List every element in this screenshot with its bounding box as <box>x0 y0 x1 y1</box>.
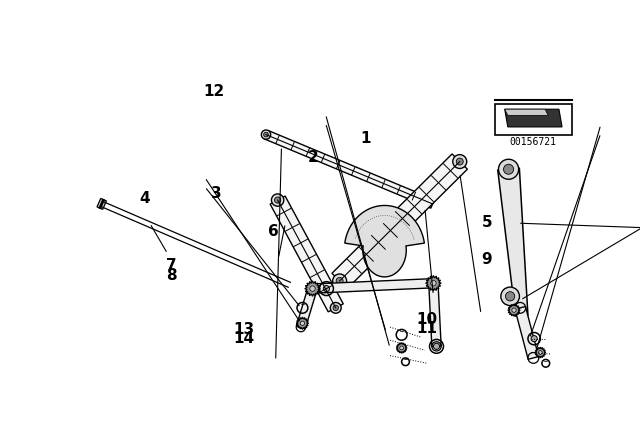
Text: 11: 11 <box>417 320 438 336</box>
Circle shape <box>531 336 537 342</box>
Circle shape <box>310 286 316 291</box>
Circle shape <box>506 292 515 301</box>
Circle shape <box>456 158 463 165</box>
Text: 2: 2 <box>308 150 319 165</box>
Circle shape <box>333 305 339 310</box>
Circle shape <box>264 132 268 137</box>
Text: 3: 3 <box>211 186 221 201</box>
Polygon shape <box>312 279 434 293</box>
Circle shape <box>336 277 343 284</box>
Circle shape <box>512 308 516 312</box>
Text: 7: 7 <box>166 258 177 273</box>
Polygon shape <box>508 304 520 316</box>
Circle shape <box>433 343 440 349</box>
Circle shape <box>538 351 542 354</box>
Circle shape <box>400 346 404 350</box>
Polygon shape <box>498 168 528 316</box>
Polygon shape <box>296 287 317 328</box>
Polygon shape <box>97 198 106 209</box>
Polygon shape <box>296 317 308 329</box>
Circle shape <box>271 194 284 206</box>
Circle shape <box>261 130 271 139</box>
Text: 13: 13 <box>233 322 254 337</box>
Polygon shape <box>345 206 424 277</box>
Polygon shape <box>264 130 435 208</box>
Polygon shape <box>505 109 548 116</box>
Polygon shape <box>332 154 467 289</box>
Polygon shape <box>426 276 441 291</box>
Circle shape <box>333 274 347 288</box>
Polygon shape <box>515 306 539 359</box>
Circle shape <box>275 197 281 203</box>
Circle shape <box>452 155 467 168</box>
Text: 8: 8 <box>166 268 177 283</box>
Circle shape <box>330 302 341 313</box>
Polygon shape <box>270 196 343 312</box>
Circle shape <box>504 164 514 174</box>
Circle shape <box>323 285 330 292</box>
Polygon shape <box>429 283 441 347</box>
Text: 10: 10 <box>417 312 438 327</box>
Polygon shape <box>505 109 562 127</box>
Text: 00156721: 00156721 <box>510 137 557 147</box>
Polygon shape <box>535 347 546 358</box>
Text: 6: 6 <box>268 224 279 239</box>
Text: 9: 9 <box>481 251 492 267</box>
Polygon shape <box>396 343 407 353</box>
Polygon shape <box>305 281 320 296</box>
Text: 4: 4 <box>139 191 150 206</box>
Text: 5: 5 <box>481 215 492 230</box>
Text: 12: 12 <box>204 84 225 99</box>
Circle shape <box>431 280 436 286</box>
Text: 14: 14 <box>233 331 254 346</box>
Text: 1: 1 <box>360 131 371 146</box>
Circle shape <box>501 287 520 306</box>
Circle shape <box>499 159 518 179</box>
Circle shape <box>300 321 305 325</box>
